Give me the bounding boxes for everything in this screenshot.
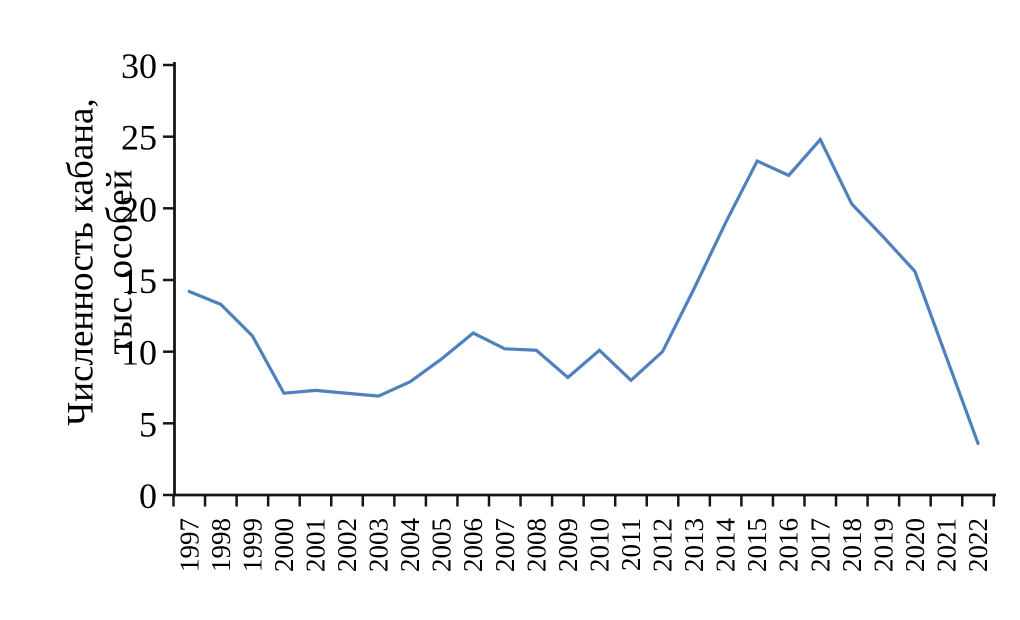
y-axis-title-line-1: Численность кабана, [61,98,102,425]
y-axis-ticks: 0 5 10 15 20 25 30 [121,46,175,516]
x-tick-label: 2016 [774,518,804,572]
x-tick-label: 1999 [237,518,267,572]
x-tick-label: 2009 [553,518,583,572]
y-tick-label: 5 [139,404,157,444]
x-tick-label: 2011 [616,518,646,571]
x-tick-label: 2015 [742,518,772,572]
y-tick-label: 0 [139,476,157,516]
x-tick-label: 2007 [490,518,520,572]
x-tick-label: 1998 [206,518,236,572]
x-tick-label: 2019 [868,518,898,572]
x-tick-label: 2005 [427,518,457,572]
x-tick-label: 2020 [900,518,930,572]
x-tick-label: 2013 [679,518,709,572]
x-tick-label: 2017 [805,518,835,572]
x-tick-label: 2008 [521,518,551,572]
x-tick-label: 2006 [458,518,488,572]
x-tick-label: 2002 [332,518,362,572]
x-tick-label: 2001 [300,518,330,572]
x-tick-label: 2003 [364,518,394,572]
y-axis-title-line-2: тыс. особей [100,170,141,355]
x-axis-ticks: 1997 1998 1999 2000 2001 2002 2003 2004 2005 2006… [172,495,996,573]
y-tick-label: 30 [121,46,157,86]
x-tick-label: 2004 [395,518,425,573]
population-line-series [187,136,980,445]
x-tick-label: 2000 [269,518,299,572]
y-axis-title: Численность кабана, тыс. особей [61,98,141,425]
x-tick-label: 2012 [648,518,678,572]
y-tick-label: 25 [121,118,157,158]
x-tick-label: 2018 [837,518,867,572]
y-tick-label: 15 [121,261,157,301]
series-lines [187,136,980,445]
x-tick-label: 1997 [174,518,204,572]
y-tick-label: 10 [121,333,157,373]
y-tick-label: 20 [121,189,157,229]
x-tick-label: 2010 [584,518,614,572]
x-tick-label: 2021 [931,518,961,572]
x-tick-label: 2022 [963,518,993,572]
axes [173,62,996,497]
x-tick-label: 2014 [711,518,741,573]
